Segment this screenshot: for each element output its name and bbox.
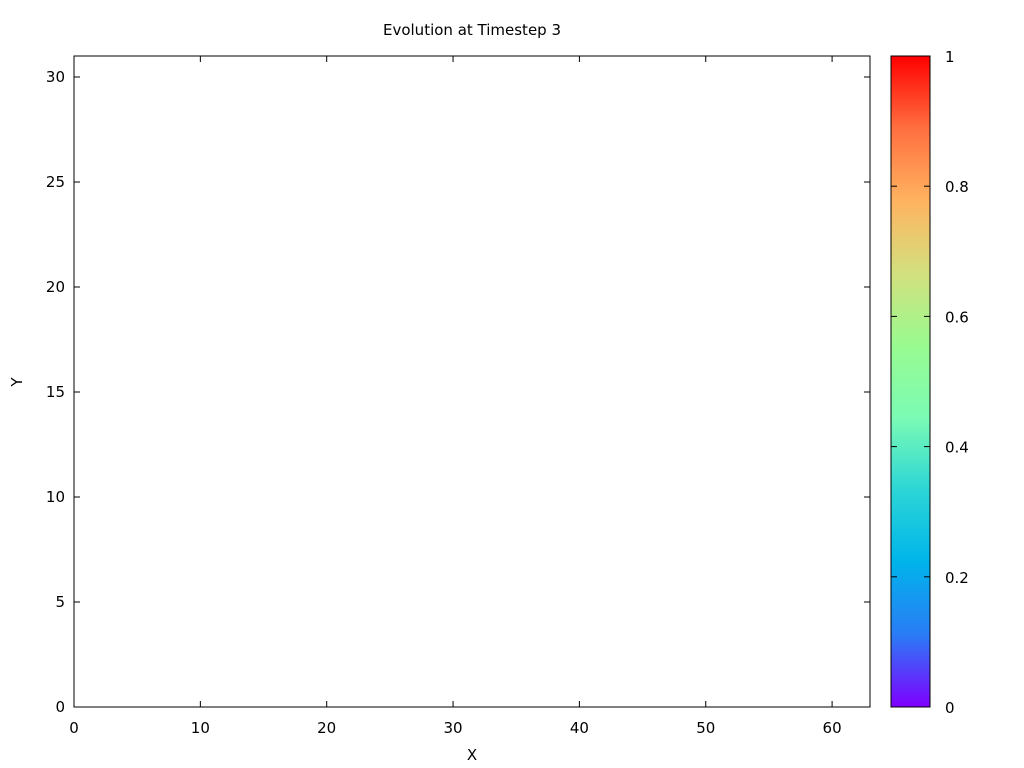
colorbar-tick-label: 0.4 xyxy=(945,439,969,457)
colorbar-tick-label: 0.2 xyxy=(945,569,969,587)
x-tick-label: 30 xyxy=(444,719,463,737)
x-tick-label: 10 xyxy=(191,719,210,737)
y-tick-label: 20 xyxy=(46,278,65,296)
colorbar-tick-label: 1 xyxy=(945,48,955,66)
x-axis: 0 10 20 30 40 50 60 xyxy=(69,56,842,737)
y-tick-label: 5 xyxy=(55,593,65,611)
y-tick-label: 30 xyxy=(46,68,65,86)
colorbar xyxy=(890,55,931,708)
plot-area xyxy=(73,55,871,708)
y-tick-label: 0 xyxy=(55,698,65,716)
x-tick-label: 60 xyxy=(823,719,842,737)
colorbar-tick-label: 0 xyxy=(945,699,955,717)
x-tick-label: 0 xyxy=(69,719,79,737)
colorbar-tick-label: 0.8 xyxy=(945,178,969,196)
colorbar-axis: 0 0.2 0.4 0.6 0.8 1 xyxy=(891,48,969,717)
x-tick-label: 50 xyxy=(696,719,715,737)
x-tick-label: 40 xyxy=(570,719,589,737)
y-tick-label: 15 xyxy=(46,383,65,401)
chart-title: Evolution at Timestep 3 xyxy=(383,21,561,39)
y-tick-label: 10 xyxy=(46,488,65,506)
x-axis-label: X xyxy=(467,746,477,764)
y-axis-label: Y xyxy=(8,377,26,388)
y-axis: 0 5 10 15 20 25 30 xyxy=(46,68,870,716)
x-tick-label: 20 xyxy=(317,719,336,737)
y-tick-label: 25 xyxy=(46,173,65,191)
colorbar-tick-label: 0.6 xyxy=(945,308,969,326)
